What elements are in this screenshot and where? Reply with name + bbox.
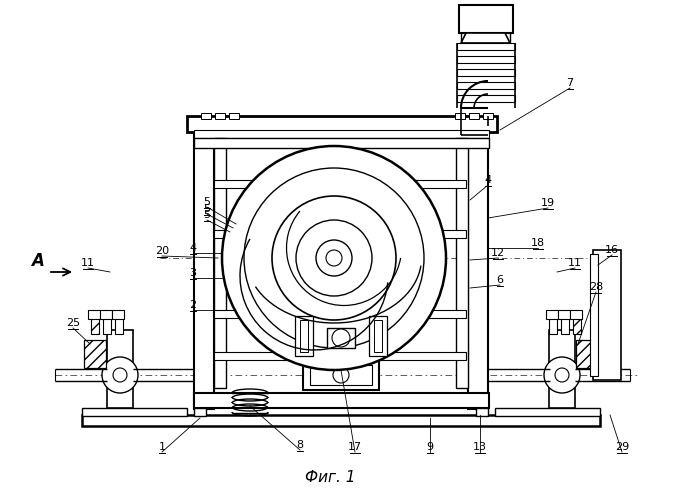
Bar xyxy=(327,328,355,348)
Bar xyxy=(476,408,488,416)
Text: 5: 5 xyxy=(203,197,211,207)
Text: 5: 5 xyxy=(203,204,211,214)
Bar xyxy=(457,69,515,76)
Text: 16: 16 xyxy=(605,245,619,255)
Text: A: A xyxy=(31,252,44,270)
Text: 18: 18 xyxy=(531,238,545,248)
Bar xyxy=(107,330,133,408)
Circle shape xyxy=(316,240,352,276)
Text: 11: 11 xyxy=(81,258,95,268)
Bar xyxy=(194,126,214,409)
Text: 17: 17 xyxy=(348,442,362,452)
Polygon shape xyxy=(461,33,510,43)
Bar xyxy=(549,318,557,334)
Bar xyxy=(495,408,600,416)
Bar xyxy=(558,310,570,319)
Circle shape xyxy=(555,368,569,382)
Bar xyxy=(455,113,465,119)
Bar xyxy=(549,330,575,408)
Bar xyxy=(328,354,342,366)
Bar xyxy=(469,113,479,119)
Text: Фиг. 1: Фиг. 1 xyxy=(305,470,355,484)
Text: 9: 9 xyxy=(426,442,434,452)
Bar xyxy=(194,393,489,408)
Bar xyxy=(457,56,515,63)
Bar xyxy=(82,415,600,426)
Text: 6: 6 xyxy=(496,275,503,285)
Bar xyxy=(214,352,466,360)
Bar xyxy=(201,113,211,119)
Bar xyxy=(468,126,488,409)
Bar xyxy=(457,95,515,102)
Bar xyxy=(187,116,497,132)
Text: 3: 3 xyxy=(190,268,197,278)
Bar xyxy=(457,82,515,89)
Bar xyxy=(214,180,466,188)
Bar xyxy=(88,310,100,319)
Text: 11: 11 xyxy=(568,258,582,268)
Bar xyxy=(576,340,598,368)
Text: 2: 2 xyxy=(190,300,197,310)
Circle shape xyxy=(296,220,372,296)
Bar xyxy=(459,5,513,33)
Bar xyxy=(115,318,123,334)
Circle shape xyxy=(222,146,446,370)
Bar xyxy=(194,130,489,138)
Text: 4: 4 xyxy=(190,243,197,253)
Bar xyxy=(295,316,313,356)
Bar xyxy=(457,43,515,50)
Bar xyxy=(194,408,206,416)
Text: 12: 12 xyxy=(491,248,505,258)
Circle shape xyxy=(326,250,342,266)
Bar xyxy=(82,408,187,416)
Bar xyxy=(84,340,106,368)
Bar xyxy=(561,318,569,334)
Bar xyxy=(103,318,111,334)
Bar xyxy=(229,113,239,119)
Text: 25: 25 xyxy=(66,318,80,328)
Bar xyxy=(456,138,468,388)
Bar xyxy=(310,365,372,385)
Circle shape xyxy=(244,168,424,348)
Text: 8: 8 xyxy=(296,440,303,450)
Circle shape xyxy=(332,329,350,347)
Bar xyxy=(593,250,621,380)
Text: 4: 4 xyxy=(484,175,492,185)
Bar xyxy=(303,360,379,390)
Text: 13: 13 xyxy=(473,442,487,452)
Bar xyxy=(374,320,382,352)
Bar xyxy=(340,354,354,366)
Text: 1: 1 xyxy=(158,442,165,452)
Bar xyxy=(214,138,226,388)
Bar xyxy=(369,316,387,356)
Circle shape xyxy=(113,368,127,382)
Bar xyxy=(194,138,489,148)
Circle shape xyxy=(544,357,580,393)
Bar xyxy=(546,310,558,319)
Bar xyxy=(214,310,466,318)
Bar xyxy=(590,254,598,376)
Bar xyxy=(214,230,466,238)
Circle shape xyxy=(272,196,396,320)
Text: 19: 19 xyxy=(541,198,555,208)
Text: 29: 29 xyxy=(615,442,629,452)
Text: 28: 28 xyxy=(589,282,603,292)
Bar xyxy=(100,310,112,319)
Bar xyxy=(215,113,225,119)
Text: 7: 7 xyxy=(566,78,573,88)
Text: 20: 20 xyxy=(155,246,169,256)
Circle shape xyxy=(102,357,138,393)
Circle shape xyxy=(333,367,349,383)
Bar xyxy=(300,320,308,352)
Bar xyxy=(483,113,493,119)
Bar xyxy=(112,310,124,319)
Bar xyxy=(91,318,99,334)
Bar xyxy=(573,318,581,334)
Text: 5: 5 xyxy=(203,210,211,220)
Bar xyxy=(570,310,582,319)
